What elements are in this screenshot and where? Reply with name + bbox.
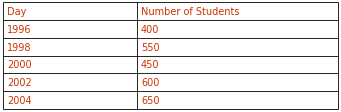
Text: 600: 600	[141, 78, 159, 87]
Text: 550: 550	[141, 42, 160, 52]
Text: 400: 400	[141, 25, 159, 34]
Text: 450: 450	[141, 60, 160, 70]
Text: Day: Day	[7, 7, 26, 17]
Text: 1996: 1996	[7, 25, 31, 34]
Text: 1998: 1998	[7, 42, 31, 52]
Text: 2002: 2002	[7, 78, 32, 87]
Text: 2004: 2004	[7, 95, 32, 105]
Text: 650: 650	[141, 95, 160, 105]
Text: 2000: 2000	[7, 60, 32, 70]
Text: Number of Students: Number of Students	[141, 7, 239, 17]
